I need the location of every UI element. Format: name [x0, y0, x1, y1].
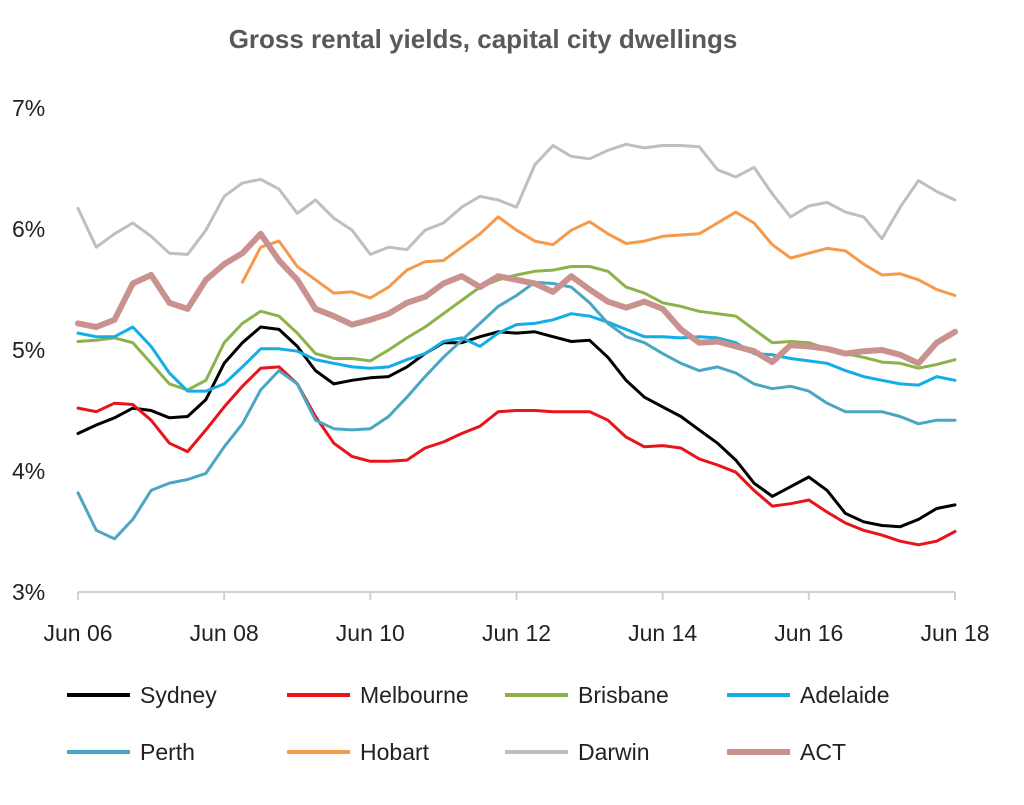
x-tick-label: Jun 06: [43, 620, 112, 646]
series-line-act: [75, 230, 958, 367]
legend-item-brisbane: Brisbane: [505, 682, 669, 708]
x-tick-label: Jun 12: [482, 620, 551, 646]
legend-item-act: ACT: [727, 739, 846, 765]
legend-label: Melbourne: [360, 682, 469, 708]
x-tick-label: Jun 18: [920, 620, 989, 646]
y-tick-label: 4%: [12, 458, 45, 484]
series-line-brisbane: [76, 265, 957, 392]
legend-item-sydney: Sydney: [67, 682, 217, 708]
legend-label: Hobart: [360, 739, 430, 765]
y-axis: 3% 4% 5% 6% 7%: [12, 95, 45, 605]
legend-item-adelaide: Adelaide: [727, 682, 890, 708]
legend-label: ACT: [800, 739, 846, 765]
legend-item-hobart: Hobart: [287, 739, 430, 765]
series-line-sydney: [76, 325, 957, 529]
y-tick-label: 7%: [12, 95, 45, 121]
legend-item-melbourne: Melbourne: [287, 682, 469, 708]
legend-item-perth: Perth: [67, 739, 195, 765]
legend-label: Darwin: [578, 739, 650, 765]
chart-title: Gross rental yields, capital city dwelli…: [229, 24, 738, 54]
series-line-melbourne: [76, 365, 957, 547]
y-tick-label: 5%: [12, 337, 45, 363]
series-line-adelaide: [76, 312, 957, 393]
x-axis: Jun 06 Jun 08 Jun 10 Jun 12 Jun 14 Jun 16 Jun …: [43, 592, 990, 646]
series-line-darwin: [76, 142, 957, 256]
y-tick-label: 3%: [12, 579, 45, 605]
x-tick-label: Jun 14: [628, 620, 697, 646]
series-line-perth: [76, 280, 957, 541]
legend-item-darwin: Darwin: [505, 739, 650, 765]
legend-label: Sydney: [140, 682, 217, 708]
series-line-hobart: [240, 210, 957, 300]
legend: Sydney Melbourne Brisbane Adelaide Perth Hoba…: [67, 682, 890, 765]
x-tick-label: Jun 10: [336, 620, 405, 646]
legend-label: Perth: [140, 739, 195, 765]
x-tick-label: Jun 08: [190, 620, 259, 646]
series-lines: [75, 142, 958, 547]
x-tick-label: Jun 16: [774, 620, 843, 646]
legend-label: Brisbane: [578, 682, 669, 708]
legend-label: Adelaide: [800, 682, 890, 708]
y-tick-label: 6%: [12, 216, 45, 242]
